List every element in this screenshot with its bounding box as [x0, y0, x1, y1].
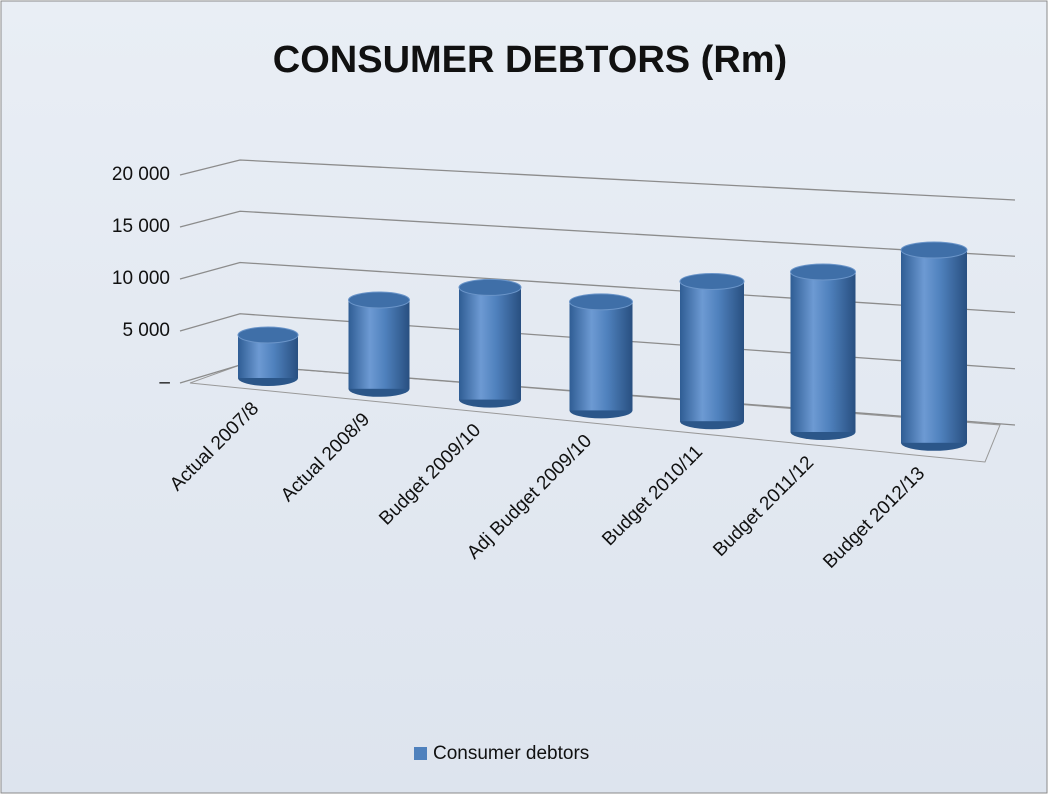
- bar: [459, 287, 521, 400]
- bar-top: [569, 293, 633, 311]
- bar-top: [900, 241, 968, 259]
- bar-top: [348, 291, 410, 309]
- y-tick-label: 15 000: [112, 216, 170, 237]
- bar-top: [458, 278, 522, 296]
- grid-line: [179, 210, 1016, 257]
- grid: – 5 000 10 000 15 000 20 000: [112, 159, 1016, 426]
- legend-swatch: [414, 747, 427, 760]
- grid-line: [179, 159, 1016, 201]
- bar: [901, 250, 967, 443]
- chart-title: CONSUMER DEBTORS (Rm): [273, 39, 787, 81]
- grid-line: [179, 313, 1016, 370]
- bar: [680, 281, 744, 422]
- bar: [569, 301, 633, 411]
- bar: [790, 272, 856, 432]
- legend-label: Consumer debtors: [433, 743, 589, 764]
- bar-top: [790, 263, 856, 281]
- bar: [348, 300, 410, 389]
- y-tick-label: 20 000: [112, 164, 170, 185]
- grid-line: [179, 261, 1016, 314]
- y-tick-label: 5 000: [122, 320, 170, 341]
- y-tick-label: –: [159, 372, 170, 393]
- bar-top: [679, 272, 745, 290]
- y-tick-label: 10 000: [112, 268, 170, 289]
- bar-top: [237, 326, 299, 344]
